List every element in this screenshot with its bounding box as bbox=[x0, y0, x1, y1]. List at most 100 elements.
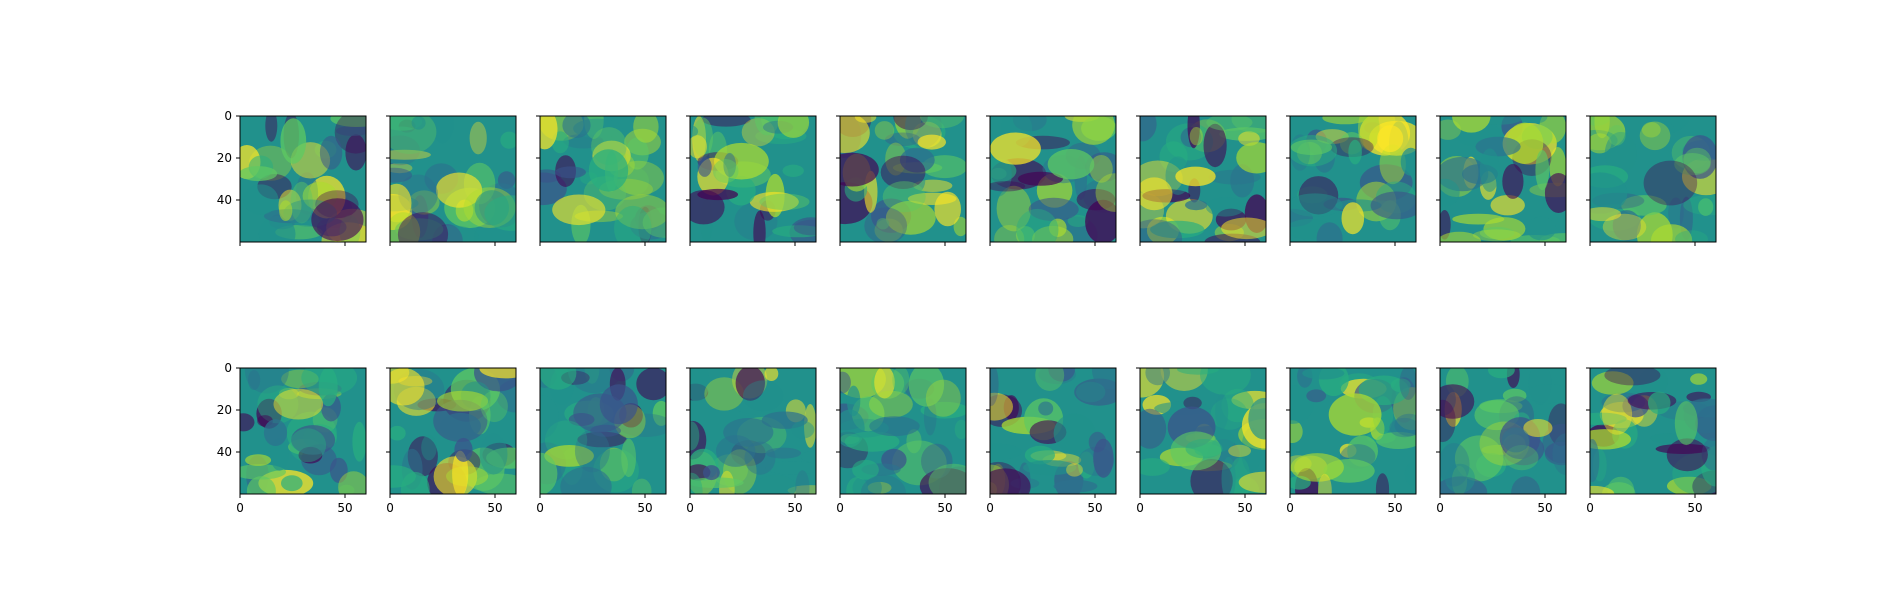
heatmap-blob bbox=[411, 116, 426, 130]
heatmap-image bbox=[1440, 368, 1566, 494]
heatmap-blob bbox=[1072, 116, 1115, 145]
heatmap-blob bbox=[923, 398, 937, 436]
heatmap-blob bbox=[791, 421, 815, 439]
heatmap-blob bbox=[291, 425, 336, 455]
heatmap-blob bbox=[397, 212, 449, 242]
heatmap-image bbox=[240, 116, 366, 242]
heatmap-blob bbox=[484, 195, 516, 231]
panel-r1-c5 bbox=[836, 115, 967, 246]
heatmap-blob bbox=[1666, 438, 1708, 472]
heatmap-blob bbox=[765, 461, 816, 475]
heatmap-blob bbox=[1647, 391, 1671, 415]
panel-r2-c10: 0 50 bbox=[1586, 367, 1717, 515]
heatmap-blob bbox=[1590, 485, 1615, 494]
heatmap-blob bbox=[917, 134, 946, 150]
heatmap-blob bbox=[1548, 403, 1566, 447]
heatmap-blob bbox=[893, 116, 928, 131]
heatmap-blob bbox=[540, 368, 577, 390]
heatmap-blob bbox=[270, 438, 289, 471]
heatmap-blob bbox=[1621, 195, 1667, 216]
heatmap-blob bbox=[1076, 381, 1106, 403]
heatmap-blob bbox=[1389, 417, 1416, 438]
heatmap-blob bbox=[1067, 215, 1089, 227]
heatmap-blob bbox=[245, 454, 272, 466]
heatmap-blob bbox=[844, 431, 900, 452]
heatmap-blob bbox=[544, 445, 594, 467]
panel-r2-c6: 0 50 bbox=[986, 367, 1117, 515]
axes-frame bbox=[839, 115, 967, 243]
heatmap-blob bbox=[1638, 368, 1668, 395]
heatmap-blob bbox=[1015, 226, 1035, 242]
x-tick-label: 50 bbox=[937, 501, 952, 515]
heatmap-blob bbox=[1200, 368, 1251, 395]
heatmap-blob bbox=[1400, 147, 1416, 176]
axes-frame bbox=[539, 115, 667, 243]
heatmap-blob bbox=[311, 198, 364, 242]
heatmap-blob bbox=[876, 218, 890, 230]
heatmap-blob bbox=[280, 118, 307, 164]
panel-r2-c5: 0 50 bbox=[836, 367, 967, 515]
heatmap-blob bbox=[899, 147, 935, 173]
heatmap-blob bbox=[480, 390, 508, 423]
heatmap-blob bbox=[1440, 443, 1470, 487]
heatmap-blob bbox=[335, 125, 366, 136]
heatmap-blob bbox=[1095, 173, 1116, 212]
heatmap-blob bbox=[431, 116, 454, 144]
heatmap-blob bbox=[1024, 445, 1055, 465]
heatmap-blob bbox=[852, 459, 879, 480]
heatmap-blob bbox=[289, 428, 327, 463]
heatmap-blob bbox=[690, 135, 707, 159]
heatmap-blob bbox=[390, 465, 416, 488]
axes-frame bbox=[1139, 367, 1267, 495]
axes-frame bbox=[539, 367, 667, 495]
y-tick-label: 0 bbox=[224, 361, 232, 375]
heatmap-blob bbox=[701, 116, 751, 127]
heatmap-blob bbox=[1601, 393, 1633, 435]
heatmap-blob bbox=[1376, 432, 1416, 449]
heatmap-image bbox=[540, 116, 666, 242]
heatmap-blob bbox=[782, 164, 804, 177]
heatmap-blob bbox=[869, 416, 920, 437]
heatmap-blob bbox=[1370, 191, 1416, 220]
heatmap-blob bbox=[1302, 368, 1345, 380]
heatmap-blob bbox=[437, 390, 489, 412]
heatmap-blob bbox=[652, 400, 666, 426]
y-tick-label: 40 bbox=[217, 445, 232, 459]
heatmap-blob bbox=[692, 117, 713, 158]
heatmap-blob bbox=[1501, 427, 1530, 453]
heatmap-blob bbox=[704, 377, 745, 411]
panel-r1-c7 bbox=[1136, 115, 1267, 246]
heatmap-blob bbox=[1674, 153, 1711, 176]
heatmap-blob bbox=[301, 368, 358, 396]
heatmap-blob bbox=[1290, 385, 1314, 424]
heatmap-image bbox=[990, 368, 1116, 494]
y-tick-label: 0 bbox=[224, 109, 232, 123]
heatmap-blob bbox=[1316, 222, 1343, 242]
heatmap-blob bbox=[1590, 207, 1622, 222]
heatmap-blob bbox=[1390, 378, 1411, 393]
x-tick-label: 0 bbox=[236, 501, 244, 515]
heatmap-blob bbox=[759, 193, 810, 210]
heatmap-blob bbox=[1669, 116, 1690, 129]
y-tick-label: 20 bbox=[217, 151, 232, 165]
heatmap-blob bbox=[1675, 230, 1708, 242]
heatmap-blob bbox=[243, 184, 279, 215]
heatmap-blob bbox=[801, 450, 816, 463]
heatmap-blob bbox=[1379, 144, 1406, 185]
heatmap-blob bbox=[1231, 116, 1266, 133]
heatmap-blob bbox=[1208, 169, 1261, 185]
axes-frame bbox=[239, 115, 367, 243]
axes-frame bbox=[389, 367, 517, 495]
heatmap-blob bbox=[1683, 147, 1712, 174]
heatmap-blob bbox=[1203, 123, 1227, 168]
heatmap-blob bbox=[614, 205, 652, 242]
heatmap-blob bbox=[1012, 116, 1047, 132]
y-tick-label: 40 bbox=[217, 193, 232, 207]
heatmap-blob bbox=[1049, 218, 1067, 237]
x-tick-label: 0 bbox=[1436, 501, 1444, 515]
heatmap-blob bbox=[1016, 208, 1059, 242]
axes-frame bbox=[1589, 115, 1717, 243]
heatmap-blob bbox=[1140, 116, 1157, 142]
heatmap-blob bbox=[338, 471, 366, 494]
